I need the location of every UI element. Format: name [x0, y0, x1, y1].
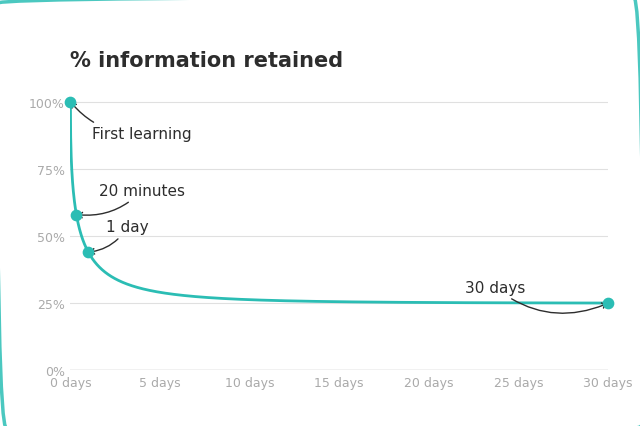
Point	[65, 99, 76, 106]
Text: % information retained: % information retained	[70, 51, 344, 71]
Point	[83, 249, 93, 256]
Point	[603, 300, 613, 307]
Text: 30 days: 30 days	[465, 280, 605, 314]
Text: First learning: First learning	[72, 105, 191, 142]
Text: 1 day: 1 day	[92, 220, 149, 254]
Text: 20 minutes: 20 minutes	[80, 184, 185, 218]
Point	[71, 212, 81, 219]
